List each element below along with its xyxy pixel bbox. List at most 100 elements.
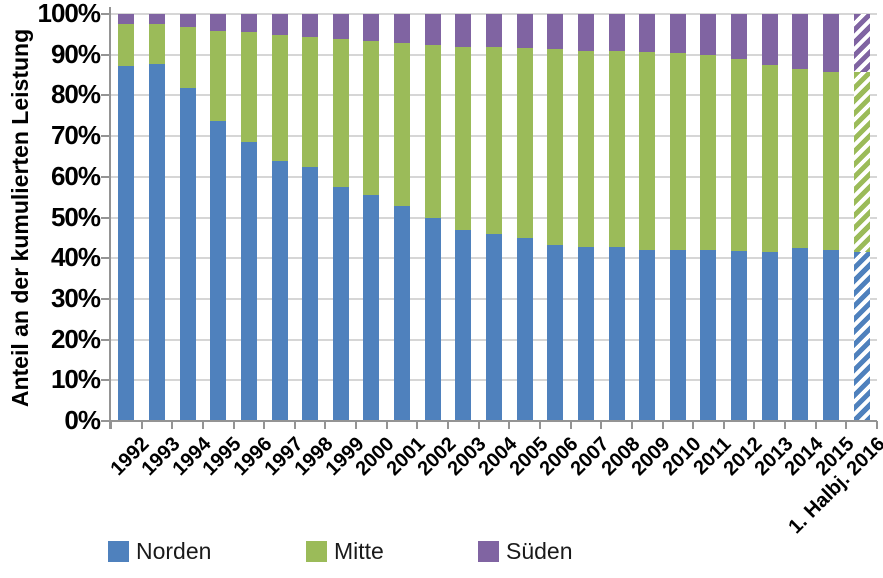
- bar-segment-süden-5: [271, 14, 288, 35]
- bar-segment-süden-6: [302, 14, 319, 38]
- bar-segment-mitte-16: [608, 51, 625, 248]
- bar-segment-norden-3: [210, 121, 227, 421]
- bar-segment-süden-15: [577, 14, 594, 52]
- norden-swatch-icon: [108, 541, 129, 562]
- x-tick-17: [630, 421, 633, 429]
- bar-segment-süden-24: [853, 14, 870, 72]
- bar-segment-mitte-10: [424, 44, 441, 219]
- bar-segment-mitte-24: [853, 71, 870, 253]
- bar-segment-süden-16: [608, 14, 625, 52]
- bar-segment-norden-12: [486, 234, 502, 421]
- y-tick-label-100: 100%: [37, 0, 102, 28]
- bar-segment-süden-11: [455, 14, 472, 47]
- sueden-swatch-icon: [478, 541, 499, 562]
- bar-segment-mitte-13: [516, 47, 533, 239]
- bar-segment-süden-10: [424, 14, 441, 45]
- bar-segment-norden-6: [302, 167, 319, 421]
- bar-segment-norden-24: [853, 252, 870, 421]
- y-tick-label-80: 80%: [50, 79, 101, 110]
- bar-segment-norden-19: [700, 250, 717, 421]
- x-tick-5: [263, 421, 266, 429]
- legend-item-mitte: Mitte: [306, 538, 384, 565]
- bar-segment-süden-22: [792, 14, 809, 70]
- bar-segment-mitte-21: [761, 64, 778, 253]
- bar-segment-norden-0: [118, 65, 135, 421]
- bar-segment-norden-22: [792, 248, 809, 421]
- y-tick-50: [101, 216, 110, 219]
- y-tick-label-60: 60%: [50, 160, 101, 191]
- bar-segment-norden-11: [455, 230, 472, 421]
- bar-segment-norden-16: [608, 247, 625, 421]
- bar-segment-süden-2: [179, 14, 196, 27]
- y-tick-80: [101, 94, 110, 97]
- bar-segment-süden-19: [700, 14, 717, 55]
- x-tick-6: [293, 421, 296, 429]
- x-tick-11: [447, 421, 450, 429]
- bar-segment-mitte-20: [731, 59, 748, 252]
- bar-segment-mitte-15: [577, 51, 594, 248]
- bar-segment-mitte-2: [179, 26, 196, 89]
- y-tick-label-30: 30%: [50, 282, 101, 313]
- bar-segment-mitte-7: [332, 39, 349, 188]
- x-tick-12: [477, 421, 480, 429]
- y-tick-label-10: 10%: [50, 364, 101, 395]
- x-tick-4: [232, 421, 235, 429]
- bar-segment-süden-21: [761, 14, 778, 65]
- y-tick-label-0: 0%: [64, 405, 101, 435]
- legend-label-norden: Norden: [136, 538, 212, 564]
- legend-label-sueden: Süden: [506, 538, 573, 564]
- bar-segment-mitte-5: [271, 34, 288, 161]
- bar-segment-süden-1: [148, 14, 165, 24]
- x-tick-7: [324, 421, 327, 429]
- bar-segment-süden-18: [669, 14, 686, 54]
- bar-segment-mitte-0: [118, 23, 135, 66]
- legend-label-mitte: Mitte: [334, 538, 384, 564]
- bar-segment-norden-7: [332, 187, 349, 421]
- bar-segment-norden-8: [363, 194, 380, 421]
- x-axis-line: [101, 420, 877, 422]
- bar-segment-mitte-19: [700, 54, 717, 251]
- y-tick-label-40: 40%: [50, 242, 101, 273]
- bar-segment-mitte-9: [394, 42, 411, 207]
- legend-item-sueden: Süden: [478, 538, 573, 565]
- x-tick-9: [385, 421, 388, 429]
- bar-segment-süden-20: [731, 14, 748, 60]
- bar-segment-norden-20: [731, 251, 748, 421]
- bar-segment-norden-21: [761, 252, 778, 421]
- x-tick-0: [110, 421, 112, 429]
- x-tick-22: [784, 421, 787, 429]
- y-tick-30: [101, 297, 110, 300]
- y-tick-70: [101, 135, 110, 138]
- x-tick-16: [600, 421, 603, 429]
- bar-segment-süden-13: [516, 14, 533, 48]
- bar-segment-mitte-11: [455, 46, 472, 231]
- bar-segment-norden-23: [823, 249, 840, 421]
- bar-segment-norden-18: [669, 249, 686, 421]
- bar-segment-mitte-18: [669, 53, 686, 250]
- bar-segment-süden-4: [240, 14, 257, 32]
- bar-segment-norden-13: [516, 238, 533, 421]
- x-tick-19: [692, 421, 695, 429]
- x-tick-1: [140, 421, 143, 429]
- y-tick-100: [101, 13, 110, 15]
- y-tick-90: [101, 53, 110, 56]
- x-tick-3: [201, 421, 204, 429]
- y-tick-label-70: 70%: [50, 120, 101, 151]
- y-tick-40: [101, 257, 110, 260]
- bar-segment-mitte-17: [639, 52, 656, 250]
- bar-segment-mitte-4: [240, 31, 257, 142]
- x-tick-18: [661, 421, 664, 429]
- bar-segment-mitte-22: [792, 69, 809, 249]
- x-tick-24: [845, 421, 848, 429]
- x-tick-13: [508, 421, 511, 429]
- bar-segment-norden-5: [271, 160, 288, 421]
- x-tick-20: [722, 421, 725, 429]
- bar-segment-mitte-12: [486, 46, 502, 235]
- x-tick-14: [538, 421, 541, 429]
- x-tick-15: [569, 421, 572, 429]
- y-axis-line: [109, 7, 111, 429]
- legend-item-norden: Norden: [108, 538, 211, 565]
- x-tick-23: [814, 421, 817, 429]
- x-tick-25: [876, 421, 878, 429]
